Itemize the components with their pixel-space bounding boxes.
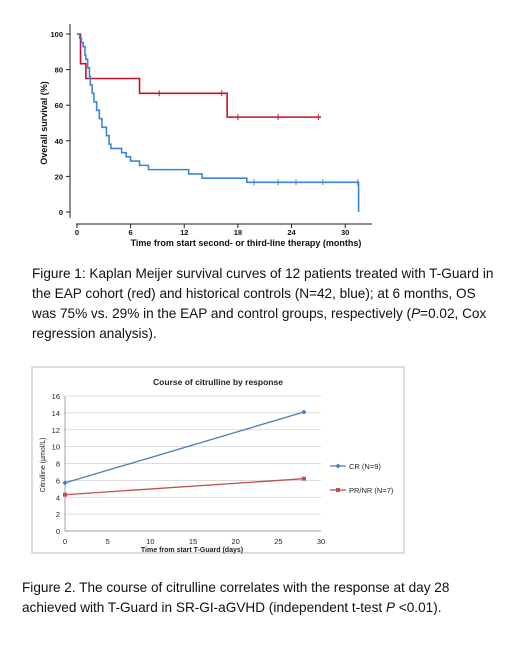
km-series-line-0 [76, 33, 322, 118]
citrulline-y-tick-label: 16 [52, 392, 60, 401]
citrulline-y-tick-label: 0 [56, 527, 60, 536]
citrulline-series-line-1 [64, 478, 304, 496]
citrulline-ticks: 0 2 4 6 8 10 12 14 16 0 5 10 15 20 25 30 [52, 392, 326, 546]
km-y-tick-label: 40 [55, 137, 63, 146]
citrulline-chart-title: Course of citrulline by response [153, 377, 283, 387]
citrulline-legend-label-1: PR/NR (N=7) [349, 486, 394, 495]
km-series-line-1 [76, 33, 360, 212]
citrulline-x-tick-label: 25 [274, 537, 282, 546]
figure1-caption-p: P [411, 306, 421, 321]
figure1-caption-text: Figure 1: Kaplan Meijer survival curves … [32, 266, 494, 321]
citrulline-y-tick-label: 8 [56, 460, 60, 469]
km-y-tick-label: 80 [55, 66, 63, 75]
figure1-caption-tail: =0.02, Cox regression analysis). [32, 306, 487, 341]
citrulline-y-tick-label: 4 [56, 493, 60, 502]
km-y-tick-label: 0 [59, 208, 63, 217]
citrulline-y-tick-label: 10 [52, 443, 60, 452]
citrulline-x-tick-label: 15 [189, 537, 197, 546]
km-x-tick-label: 6 [129, 228, 133, 237]
km-series [76, 33, 360, 212]
km-y-axis-label: Overall survival (%) [39, 81, 49, 165]
citrulline-legend-marker-1 [336, 488, 340, 492]
km-ticks: 0 20 40 60 80 100 0 6 12 18 24 30 [50, 30, 349, 237]
km-axes [69, 24, 372, 225]
figure1-caption: Figure 1: Kaplan Meijer survival curves … [32, 264, 502, 344]
citrulline-y-tick-label: 2 [56, 510, 60, 519]
km-x-axis-label: Time from start second- or third-line th… [131, 238, 362, 248]
citrulline-legend-label-0: CR (N=9) [349, 462, 381, 471]
km-y-tick-label: 20 [55, 172, 63, 181]
citrulline-series-line-0 [64, 411, 305, 484]
figure2-caption-tail: <0.01). [395, 600, 442, 615]
figure2-caption-text: Figure 2. The course of citrulline corre… [22, 580, 450, 615]
citrulline-y-tick-label: 6 [56, 476, 60, 485]
km-x-tick-label: 24 [287, 228, 296, 237]
figure2-caption: Figure 2. The course of citrulline corre… [22, 578, 492, 618]
km-x-tick-label: 30 [341, 228, 349, 237]
km-x-tick-label: 12 [180, 228, 188, 237]
citrulline-grid [64, 395, 321, 532]
citrulline-point-1 [301, 476, 306, 481]
citrulline-chart-frame [31, 366, 405, 554]
citrulline-x-tick-label: 5 [106, 537, 110, 546]
citrulline-y-axis-label: Citrulline (µmol/L) [40, 438, 47, 493]
citrulline-legend: CR (N=9) PR/NR (N=7) [330, 462, 394, 495]
citrulline-x-tick-label: 0 [63, 537, 67, 546]
citrulline-x-tick-label: 30 [317, 537, 325, 546]
km-x-tick-label: 18 [234, 228, 242, 237]
citrulline-x-tick-label: 10 [146, 537, 154, 546]
citrulline-point-0 [301, 409, 307, 415]
citrulline-x-tick-label: 20 [231, 537, 239, 546]
citrulline-y-tick-label: 14 [52, 409, 60, 418]
citrulline-point-0 [62, 480, 68, 486]
citrulline-legend-marker-0 [335, 463, 341, 469]
citrulline-x-axis-label: Time from start T-Guard (days) [141, 547, 243, 554]
citrulline-series [62, 409, 307, 497]
km-y-tick-label: 60 [55, 101, 63, 110]
citrulline-point-1 [63, 492, 67, 497]
figure2-caption-p: P [385, 600, 396, 615]
km-y-tick-label: 100 [50, 30, 63, 39]
km-x-tick-label: 0 [75, 228, 79, 237]
km-survival-chart: 0 20 40 60 80 100 0 6 12 18 24 30 Overall survival … [39, 24, 372, 248]
citrulline-y-tick-label: 12 [52, 426, 60, 435]
